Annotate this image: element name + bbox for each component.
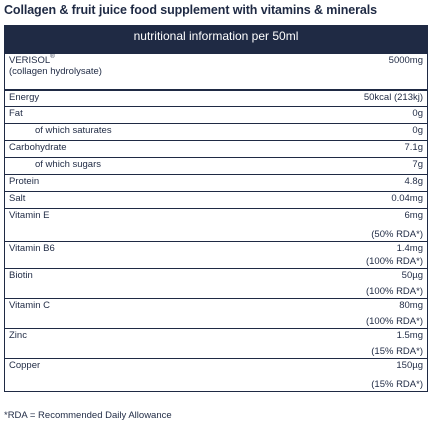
row-label: of which saturates: [35, 125, 112, 136]
nutrition-row-energy: Energy 50kcal (213kj): [5, 89, 427, 106]
row-sublabel: (collagen hydrolysate): [9, 66, 102, 77]
nutrition-row-saturates: of which saturates 0g: [5, 123, 427, 140]
table-header: nutritional information per 50ml: [5, 26, 427, 54]
row-value: 0.04mg: [391, 193, 423, 204]
row-label: Vitamin E: [9, 210, 50, 221]
nutrition-row-salt: Salt 0.04mg: [5, 191, 427, 208]
nutrition-row-copper: Copper 150µg (15% RDA*): [5, 358, 427, 391]
row-rda: (100% RDA*): [365, 316, 423, 327]
row-value: 80mg: [399, 300, 423, 311]
row-value: 50kcal (213kj): [363, 92, 423, 103]
nutrition-table: nutritional information per 50ml VERISOL…: [4, 25, 428, 392]
row-value: 150µg: [396, 360, 423, 371]
row-rda: (100% RDA*): [365, 286, 423, 297]
product-title: Collagen & fruit juice food supplement w…: [4, 3, 377, 17]
row-value: 0g: [412, 125, 423, 136]
row-label: Protein: [9, 176, 40, 187]
nutrition-row-zinc: Zinc 1.5mg (15% RDA*): [5, 328, 427, 358]
row-value: 7.1g: [404, 142, 424, 153]
rda-footnote: *RDA = Recommended Daily Allowance: [4, 410, 172, 421]
row-rda: (15% RDA*): [371, 379, 423, 390]
registered-mark: ®: [50, 54, 55, 60]
row-rda: (100% RDA*): [365, 256, 423, 267]
row-label: Fat: [9, 108, 23, 119]
row-value: 1.5mg: [396, 330, 423, 341]
row-label: Copper: [9, 360, 41, 371]
nutrition-row-sugars: of which sugars 7g: [5, 157, 427, 174]
nutrition-row-verisol: VERISOL® (collagen hydrolysate) 5000mg: [5, 54, 427, 89]
row-rda: (15% RDA*): [371, 346, 423, 357]
row-value: 50µg: [401, 270, 423, 281]
row-rda: (50% RDA*): [371, 229, 423, 240]
row-value: 0g: [412, 108, 423, 119]
row-label: Salt: [9, 193, 26, 204]
row-label: Zinc: [9, 330, 27, 341]
nutrition-row-vitamin-e: Vitamin E 6mg (50% RDA*): [5, 208, 427, 241]
nutrition-row-biotin: Biotin 50µg (100% RDA*): [5, 268, 427, 298]
row-label: Energy: [9, 92, 40, 103]
row-value: 1.4mg: [396, 243, 423, 254]
row-label: Vitamin B6: [9, 243, 55, 254]
row-value: 6mg: [404, 210, 423, 221]
row-value: 4.8g: [404, 176, 424, 187]
row-label: Biotin: [9, 270, 33, 281]
row-label: VERISOL®: [9, 54, 55, 66]
nutrition-row-vitamin-b6: Vitamin B6 1.4mg (100% RDA*): [5, 241, 427, 268]
nutrition-row-vitamin-c: Vitamin C 80mg (100% RDA*): [5, 298, 427, 328]
nutrition-row-fat: Fat 0g: [5, 106, 427, 123]
row-value: 7g: [412, 159, 423, 170]
nutrition-row-carbohydrate: Carbohydrate 7.1g: [5, 140, 427, 157]
nutrition-row-protein: Protein 4.8g: [5, 174, 427, 191]
row-label: of which sugars: [35, 159, 102, 170]
row-label: Vitamin C: [9, 300, 51, 311]
row-label: Carbohydrate: [9, 142, 67, 153]
row-value: 5000mg: [388, 55, 423, 66]
